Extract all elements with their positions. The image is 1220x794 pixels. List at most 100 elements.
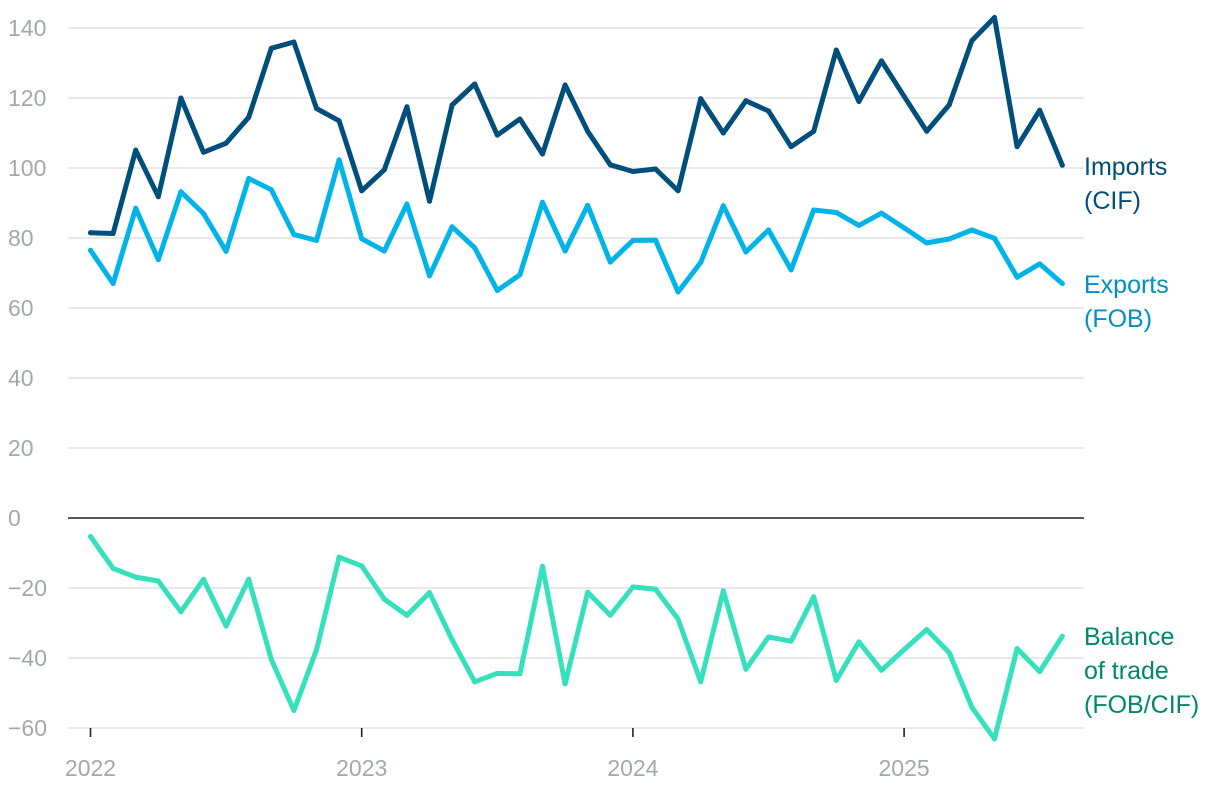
series-exports [88, 157, 1065, 295]
balance-point [268, 656, 274, 662]
balance-label-line: (FOB/CIF) [1084, 691, 1199, 719]
imports-point [901, 93, 907, 99]
imports-point [1037, 107, 1043, 113]
imports-point [607, 162, 613, 168]
imports-point [472, 81, 478, 87]
y-tick-label: 0 [8, 505, 21, 531]
exports-point [901, 225, 907, 231]
x-tick-label: 2024 [607, 755, 658, 781]
y-tick-label: 20 [8, 435, 34, 461]
balance-point [1014, 646, 1020, 652]
balance-point [246, 576, 252, 582]
balance-point [585, 589, 591, 595]
imports-point [788, 144, 794, 150]
exports-point [268, 187, 274, 193]
y-tick-label: −20 [8, 575, 47, 601]
imports-point [268, 45, 274, 51]
exports-point [133, 205, 139, 211]
imports-point [585, 128, 591, 134]
balance-point [766, 634, 771, 640]
axes: 140 120 100 80 60 40 20 0 −20 −40 −60 2022 2023 2024 2… [8, 15, 1084, 781]
exports-point [743, 249, 749, 255]
balance-point [404, 612, 410, 618]
exports-point [698, 260, 704, 265]
series-labels: Imports (CIF) Exports (FOB) Balance of trade (… [1084, 153, 1199, 719]
x-tick-label: 2025 [879, 755, 930, 781]
balance-point [811, 594, 817, 600]
imports-label-line: Imports [1084, 153, 1167, 181]
balance-point [223, 623, 229, 629]
exports-point [653, 237, 658, 243]
imports-point [223, 140, 229, 146]
balance-point [969, 704, 975, 710]
balance-point [1037, 669, 1043, 675]
imports-point [992, 15, 997, 20]
series-imports [88, 15, 1065, 236]
imports-point [314, 106, 319, 111]
balance-point [133, 574, 139, 580]
balance-point [992, 736, 997, 742]
imports-series-label: Imports (CIF) [1084, 153, 1167, 215]
balance-series-label: Balance of trade (FOB/CIF) [1084, 623, 1199, 719]
imports-point [201, 149, 206, 155]
exports-point [1059, 281, 1065, 286]
y-tick-label: 100 [8, 155, 46, 181]
y-tick-label: 120 [8, 85, 46, 111]
imports-label-line: (CIF) [1084, 187, 1141, 215]
balance-point [833, 677, 839, 683]
imports-line [88, 15, 1065, 236]
y-tick-label: 80 [8, 225, 34, 251]
balance-label-line: Balance [1084, 623, 1174, 651]
imports-point [766, 108, 771, 114]
imports-point [178, 95, 184, 101]
imports-point [946, 102, 952, 108]
exports-point [788, 267, 794, 273]
balance-point [653, 586, 658, 592]
balance-point [698, 679, 704, 685]
exports-point [404, 201, 410, 207]
balance-point [291, 708, 297, 713]
imports-point [88, 230, 93, 236]
balance-point [879, 667, 884, 673]
imports-point [1014, 144, 1020, 150]
exports-point [607, 259, 613, 265]
imports-point [743, 98, 749, 104]
balance-point [517, 671, 523, 677]
exports-label-line: Exports [1084, 271, 1169, 299]
exports-point [924, 240, 930, 246]
balance-point [110, 565, 116, 571]
balance-point [359, 563, 365, 569]
balance-point [675, 616, 681, 622]
exports-point [178, 189, 184, 195]
imports-point [811, 128, 817, 134]
imports-point [449, 102, 455, 108]
imports-point [359, 188, 365, 194]
exports-point [540, 199, 545, 205]
imports-point [291, 39, 297, 45]
exports-point [427, 273, 432, 279]
exports-label-line: (FOB) [1084, 305, 1152, 333]
imports-point [675, 188, 681, 194]
imports-point [133, 147, 139, 153]
y-tick-label: 60 [8, 295, 34, 321]
exports-point [494, 288, 500, 293]
exports-point [630, 237, 636, 243]
imports-point [404, 104, 410, 110]
exports-point [811, 207, 817, 213]
imports-point [924, 128, 930, 134]
balance-point [630, 584, 636, 590]
exports-point [856, 222, 862, 228]
imports-point [494, 132, 500, 138]
balance-point [924, 627, 930, 633]
imports-point [969, 38, 975, 44]
balance-point [449, 637, 455, 643]
balance-point [88, 534, 93, 540]
balance-point [178, 609, 184, 615]
exports-point [472, 245, 478, 251]
exports-point [155, 257, 161, 263]
balance-point [788, 638, 794, 644]
exports-point [291, 232, 297, 237]
exports-point [517, 272, 523, 278]
imports-point [110, 230, 116, 236]
balance-line [88, 534, 1065, 742]
